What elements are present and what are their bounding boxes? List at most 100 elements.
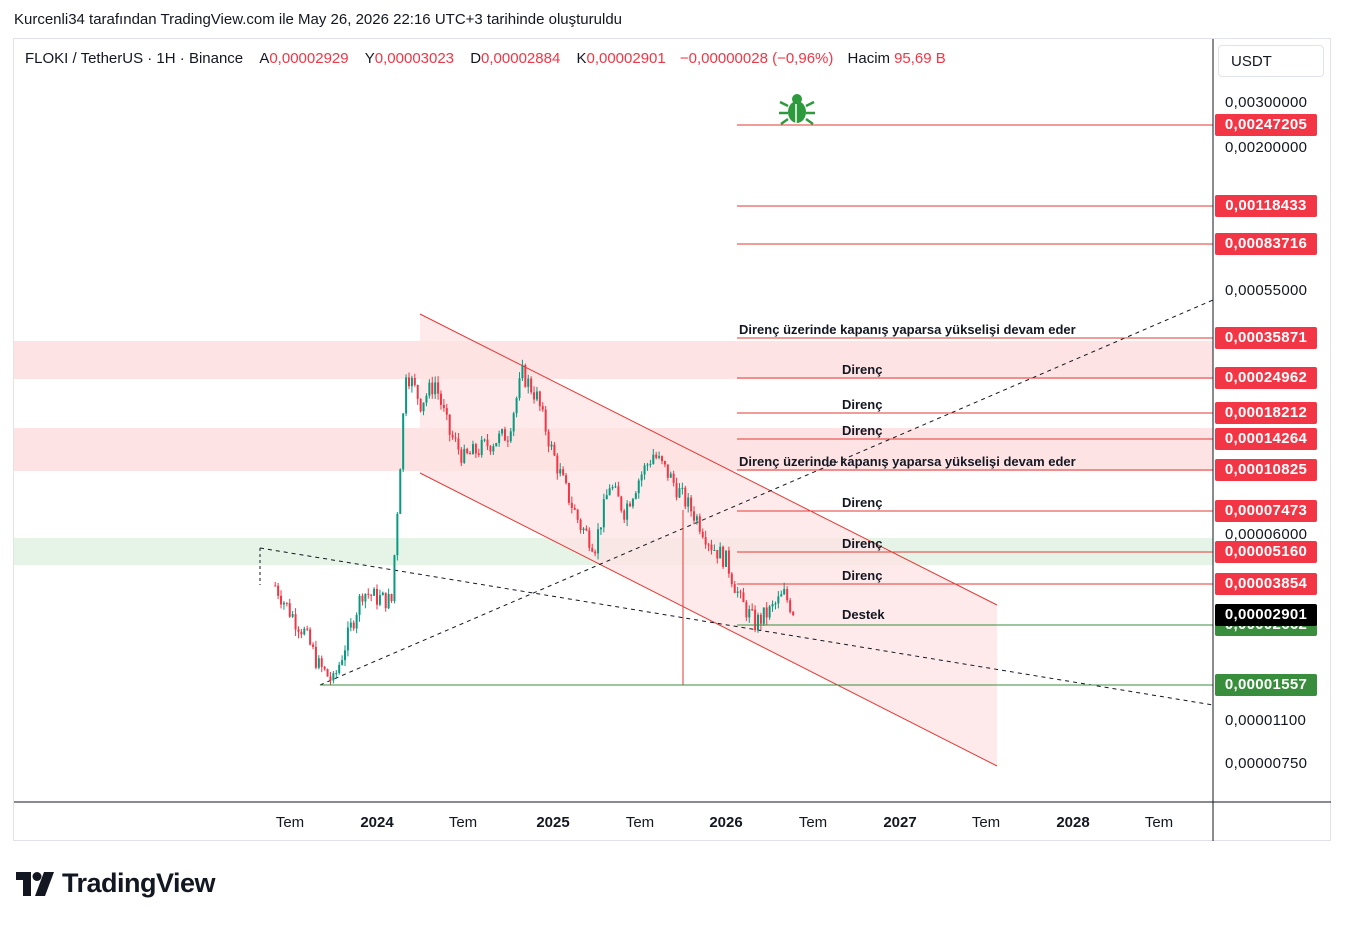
candle-body [789, 600, 792, 612]
candle-body [684, 487, 687, 507]
candle-body [396, 513, 399, 556]
candle-body [501, 429, 504, 434]
candle-body [707, 544, 710, 546]
candle-body [512, 413, 515, 432]
candle-body [338, 664, 341, 673]
candle-body [640, 474, 643, 481]
candle-body [652, 454, 655, 464]
candle-body [658, 456, 661, 458]
candle-body [492, 446, 495, 452]
x-axis-tick-label: Tem [625, 814, 655, 831]
candle-body [567, 482, 570, 503]
candle-body [407, 377, 410, 387]
candle-body [736, 591, 739, 593]
x-axis-tick-label: Tem [1144, 814, 1174, 831]
candle-body [314, 646, 317, 668]
x-axis-tick-label: Tem [971, 814, 1001, 831]
candle-body [751, 609, 754, 611]
candle-body [579, 519, 582, 531]
candle-body [716, 549, 719, 559]
candle-body [754, 609, 757, 631]
candle-body [672, 473, 675, 483]
volume-value: 95,69 B [894, 50, 946, 67]
resistance-price-tag[interactable]: 0,00118433 [1215, 195, 1317, 217]
candle-body [783, 589, 786, 595]
candle-body [486, 439, 489, 447]
candle-body [498, 433, 501, 444]
bug-icon-leg [805, 100, 815, 108]
candle-body [573, 507, 576, 510]
currency-selector[interactable]: USDT [1218, 45, 1324, 77]
candle-body [681, 487, 684, 489]
candle-body [669, 473, 672, 478]
candle-body [637, 480, 640, 494]
candle-body [297, 629, 300, 632]
resistance-price-tag[interactable]: 0,00003854 [1215, 573, 1317, 595]
x-axis-tick-label: Tem [798, 814, 828, 831]
candle-body [390, 593, 393, 602]
candle-body [695, 516, 698, 521]
candle-body [629, 503, 632, 507]
resistance-price-tag[interactable]: 0,00007473 [1215, 500, 1317, 522]
current-price-tag[interactable]: 0,00002901 [1215, 604, 1317, 626]
candle-body [698, 516, 701, 532]
resistance-price-tag[interactable]: 0,00014264 [1215, 428, 1317, 450]
candle-body [474, 444, 477, 454]
candle-body [303, 628, 306, 635]
resistance-price-tag[interactable]: 0,00083716 [1215, 233, 1317, 255]
candle-body [547, 431, 550, 447]
resistance-price-tag[interactable]: 0,00018212 [1215, 402, 1317, 424]
candle-body [384, 592, 387, 609]
x-axis-tick-label: 2028 [1056, 814, 1090, 831]
candle-body [562, 469, 565, 476]
candle-body [378, 595, 381, 605]
candle-body [410, 377, 413, 387]
close-value: 0,00002901 [586, 50, 666, 67]
candle-body [280, 595, 283, 605]
resistance-price-tag[interactable]: 0,00005160 [1215, 541, 1317, 563]
candle-body [535, 391, 538, 400]
candle-body [620, 496, 623, 511]
candle-body [466, 448, 469, 454]
candle-body [358, 595, 361, 615]
resistance-annotation: Direnç üzerinde kapanış yaparsa yükseliş… [739, 454, 1076, 469]
candle-body [725, 550, 727, 567]
resistance-annotation: Direnç [842, 362, 883, 377]
symbol-name[interactable]: FLOKI / TetherUS · 1H · Binance [25, 50, 244, 67]
candle-body [370, 594, 373, 596]
candle-body [355, 614, 358, 629]
tradingview-logo[interactable]: TradingView [16, 868, 216, 899]
candle-body [405, 377, 408, 414]
candle-body [469, 453, 472, 455]
candle-body [451, 434, 454, 438]
support-price-tag[interactable]: 0,00001557 [1215, 674, 1317, 696]
resistance-price-tag[interactable]: 0,00247205 [1215, 114, 1317, 136]
candle-body [748, 609, 751, 618]
candle-body [445, 408, 448, 415]
resistance-price-tag[interactable]: 0,00010825 [1215, 459, 1317, 481]
candle-body [506, 440, 509, 442]
candle-body [300, 631, 303, 635]
y-axis-tick-label: 0,00006000 [1225, 526, 1308, 543]
bug-icon-body [788, 101, 806, 123]
y-axis-tick-label: 0,00300000 [1225, 94, 1308, 111]
candle-body [771, 604, 774, 607]
resistance-price-tag[interactable]: 0,00035871 [1215, 327, 1317, 349]
candle-body [780, 594, 783, 597]
candle-body [675, 482, 678, 498]
resistance-price-tag[interactable]: 0,00024962 [1215, 367, 1317, 389]
candle-body [317, 658, 320, 668]
candle-body [524, 364, 527, 387]
candle-body [285, 602, 288, 604]
resistance-annotation: Direnç [842, 495, 883, 510]
candle-body [786, 589, 789, 601]
candle-body [553, 444, 556, 456]
candle-body [678, 488, 681, 498]
x-axis-tick-label: Tem [275, 814, 305, 831]
candle-body [527, 378, 530, 387]
candle-body [602, 499, 605, 528]
candle-body [556, 455, 559, 474]
candle-body [518, 378, 521, 399]
volume-label: Hacim [847, 50, 891, 67]
